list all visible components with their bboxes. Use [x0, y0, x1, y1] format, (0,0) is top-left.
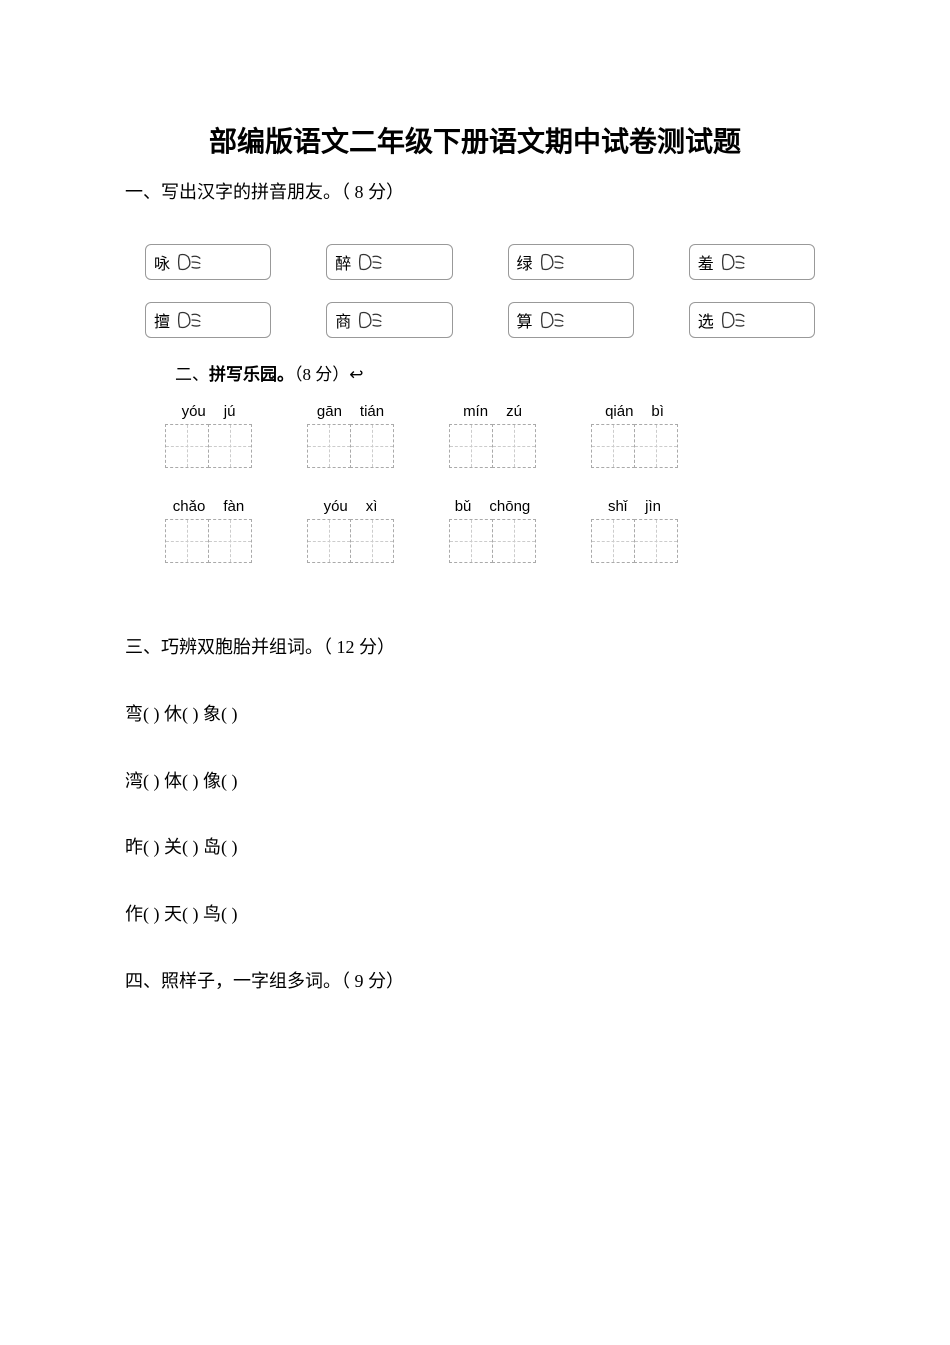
q1-char: 咏	[154, 250, 170, 274]
tianzige-box	[634, 424, 678, 468]
q1-char: 绿	[517, 250, 533, 274]
q2-suffix: （8 分）↩	[294, 365, 364, 384]
q2-pinyin: mínzú	[463, 403, 522, 420]
q2-pinyin: yóujú	[182, 403, 236, 420]
tianzige-box	[591, 519, 635, 563]
q2-row1: yóujú gāntián mínzú qiánbì	[145, 403, 815, 468]
tianzige-box	[208, 519, 252, 563]
questions-area: 三、巧辨双胞胎并组词。（ 12 分） 弯( ) 休( ) 象( ) 湾( ) 体…	[125, 633, 825, 996]
q3-heading: 三、巧辨双胞胎并组词。（ 12 分）	[125, 633, 825, 662]
q2-cell: yóuxì	[307, 498, 394, 563]
q2-cell: chǎofàn	[165, 498, 252, 563]
q1-cell: 擅	[145, 302, 271, 338]
ear-icon	[720, 251, 746, 273]
tianzige-box	[350, 519, 394, 563]
q2-bold: 拼写乐园。	[209, 365, 294, 384]
tianzige-box	[591, 424, 635, 468]
ear-icon	[176, 309, 202, 331]
tianzige-pair	[307, 519, 394, 563]
q2-cell: yóujú	[165, 403, 252, 468]
ear-icon	[539, 251, 565, 273]
tianzige-pair	[449, 519, 536, 563]
q1-row2: 擅 商 算 选	[145, 302, 815, 338]
tianzige-box	[208, 424, 252, 468]
q4-heading: 四、照样子，一字组多词。（ 9 分）	[125, 967, 825, 996]
q2-cell: shǐjìn	[591, 498, 678, 563]
tianzige-pair	[591, 424, 678, 468]
q1-char: 羞	[698, 250, 714, 274]
ear-icon	[539, 309, 565, 331]
q1-cell: 羞	[689, 244, 815, 280]
q1-cell: 绿	[508, 244, 634, 280]
q1-cell: 算	[508, 302, 634, 338]
q3-line: 弯( ) 休( ) 象( )	[125, 700, 825, 729]
tianzige-box	[165, 424, 209, 468]
q2-pinyin: bǔchōng	[455, 498, 531, 515]
tianzige-box	[165, 519, 209, 563]
q2-cell: mínzú	[449, 403, 536, 468]
q1-char: 商	[335, 308, 351, 332]
q2-pinyin: chǎofàn	[173, 498, 244, 515]
q2-cell: qiánbì	[591, 403, 678, 468]
q1-char: 醉	[335, 250, 351, 274]
tianzige-box	[449, 424, 493, 468]
q1-cell: 咏	[145, 244, 271, 280]
ear-icon	[176, 251, 202, 273]
tianzige-pair	[591, 519, 678, 563]
tianzige-box	[634, 519, 678, 563]
q2-cell: gāntián	[307, 403, 394, 468]
tianzige-pair	[307, 424, 394, 468]
q1-cell: 醉	[326, 244, 452, 280]
q1-char: 擅	[154, 308, 170, 332]
q2-prefix: 二、	[175, 365, 209, 384]
ear-icon	[720, 309, 746, 331]
tianzige-box	[307, 424, 351, 468]
tianzige-pair	[165, 519, 252, 563]
q1-cell: 选	[689, 302, 815, 338]
tianzige-box	[449, 519, 493, 563]
ear-icon	[357, 309, 383, 331]
q1-heading: 一、写出汉字的拼音朋友。（ 8 分）	[125, 178, 825, 204]
ear-icon	[357, 251, 383, 273]
q3-line: 湾( ) 体( ) 像( )	[125, 767, 825, 796]
q2-row2: chǎofàn yóuxì bǔchōng shǐjìn	[145, 498, 815, 563]
tianzige-box	[492, 424, 536, 468]
tianzige-pair	[165, 424, 252, 468]
tianzige-box	[492, 519, 536, 563]
page-title: 部编版语文二年级下册语文期中试卷测试题	[125, 120, 825, 160]
tianzige-pair	[449, 424, 536, 468]
q1-row1: 咏 醉 绿 羞	[145, 244, 815, 280]
q1-char: 算	[517, 308, 533, 332]
q2-pinyin: gāntián	[317, 403, 384, 420]
q2-pinyin: shǐjìn	[608, 498, 661, 515]
q1-area: 咏 醉 绿 羞 擅 商 算 选	[125, 224, 825, 603]
q2-cell: bǔchōng	[449, 498, 536, 563]
q1-cell: 商	[326, 302, 452, 338]
tianzige-box	[350, 424, 394, 468]
q2-heading: 二、拼写乐园。（8 分）↩	[175, 360, 815, 385]
q2-pinyin: yóuxì	[324, 498, 378, 515]
q3-line: 昨( ) 关( ) 岛( )	[125, 833, 825, 862]
q2-pinyin: qiánbì	[605, 403, 664, 420]
tianzige-box	[307, 519, 351, 563]
q3-line: 作( ) 天( ) 鸟( )	[125, 900, 825, 929]
q1-char: 选	[698, 308, 714, 332]
